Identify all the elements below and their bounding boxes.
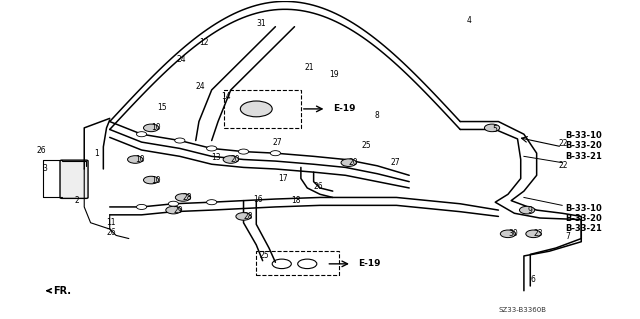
Text: 29: 29 xyxy=(173,206,183,215)
Text: 27: 27 xyxy=(272,137,282,147)
Text: 25: 25 xyxy=(259,251,269,260)
Text: 10: 10 xyxy=(151,175,161,185)
Text: 26: 26 xyxy=(314,182,323,191)
Text: 8: 8 xyxy=(374,111,379,120)
Text: 14: 14 xyxy=(221,92,231,101)
Text: 3: 3 xyxy=(43,165,48,174)
Text: 31: 31 xyxy=(256,19,266,28)
Text: 10: 10 xyxy=(151,123,161,132)
Text: 13: 13 xyxy=(212,153,221,162)
Text: 15: 15 xyxy=(157,103,167,112)
Text: B-33-10: B-33-10 xyxy=(565,204,602,213)
Text: B-33-21: B-33-21 xyxy=(565,224,602,233)
Text: 16: 16 xyxy=(253,195,262,204)
Circle shape xyxy=(168,201,179,206)
Text: 27: 27 xyxy=(390,158,400,167)
Text: 2: 2 xyxy=(75,196,79,205)
Text: 12: 12 xyxy=(199,38,209,47)
Text: 10: 10 xyxy=(135,155,145,164)
Text: 25: 25 xyxy=(362,141,371,150)
Circle shape xyxy=(239,149,248,154)
Text: 6: 6 xyxy=(531,275,535,284)
Text: 9: 9 xyxy=(527,206,532,215)
Circle shape xyxy=(207,146,217,151)
Text: 18: 18 xyxy=(291,196,301,205)
Circle shape xyxy=(520,206,535,214)
Text: 24: 24 xyxy=(196,82,205,91)
Bar xyxy=(256,251,339,275)
Circle shape xyxy=(136,132,147,137)
Circle shape xyxy=(341,159,356,167)
Text: 22: 22 xyxy=(559,139,568,148)
Text: 11: 11 xyxy=(106,218,116,227)
Text: 20: 20 xyxy=(349,158,358,167)
Text: 17: 17 xyxy=(278,174,288,183)
Text: 28: 28 xyxy=(244,212,253,221)
Text: 7: 7 xyxy=(565,233,570,241)
Circle shape xyxy=(143,124,159,132)
Text: 23: 23 xyxy=(534,229,543,238)
Text: B-33-20: B-33-20 xyxy=(565,141,602,150)
Text: SZ33-B3360B: SZ33-B3360B xyxy=(499,307,547,313)
Text: 26: 26 xyxy=(106,228,116,237)
Text: E-19: E-19 xyxy=(358,259,381,268)
Text: 1: 1 xyxy=(94,149,99,158)
Text: B-33-10: B-33-10 xyxy=(565,131,602,140)
Text: B-33-20: B-33-20 xyxy=(565,214,602,223)
Text: 20: 20 xyxy=(231,155,241,164)
FancyBboxPatch shape xyxy=(60,160,88,198)
Circle shape xyxy=(175,194,191,201)
Text: 26: 26 xyxy=(36,145,46,154)
Text: 4: 4 xyxy=(467,16,472,25)
Text: 30: 30 xyxy=(508,229,518,238)
Circle shape xyxy=(236,213,251,220)
Circle shape xyxy=(136,204,147,210)
Circle shape xyxy=(241,101,272,117)
Circle shape xyxy=(484,124,500,132)
Circle shape xyxy=(175,138,185,143)
Text: 19: 19 xyxy=(330,70,339,78)
Text: 22: 22 xyxy=(559,161,568,170)
Circle shape xyxy=(127,156,143,163)
Circle shape xyxy=(143,176,159,184)
Bar xyxy=(225,90,301,128)
Text: 5: 5 xyxy=(492,125,497,134)
Text: E-19: E-19 xyxy=(333,104,355,113)
Circle shape xyxy=(500,230,516,238)
Circle shape xyxy=(270,151,280,156)
Circle shape xyxy=(166,206,181,214)
Circle shape xyxy=(223,156,239,163)
Circle shape xyxy=(207,200,217,205)
Text: B-33-21: B-33-21 xyxy=(565,152,602,160)
Text: 28: 28 xyxy=(183,193,193,202)
Text: 21: 21 xyxy=(304,63,314,72)
Text: 24: 24 xyxy=(177,56,186,64)
Circle shape xyxy=(526,230,541,238)
Text: FR.: FR. xyxy=(47,286,72,296)
